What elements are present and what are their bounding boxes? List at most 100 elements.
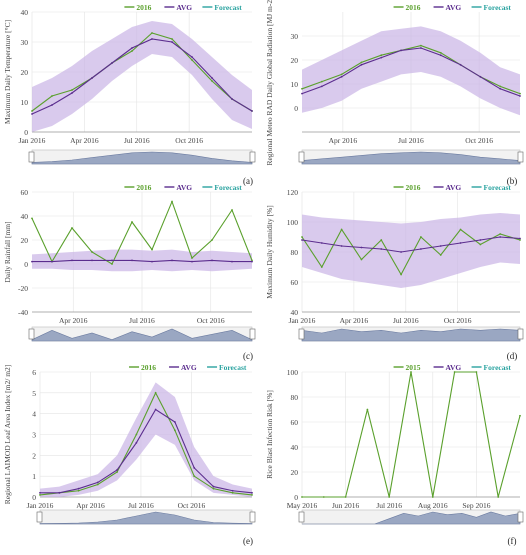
series-point — [360, 246, 363, 249]
series-point — [519, 414, 521, 417]
chart-svg: 40 60 80 100 120 Jan 2016 Apr 2016 Jul 2016 Oct … — [265, 183, 524, 361]
legend-label: AVG — [176, 183, 192, 192]
y-tick-label: 100 — [287, 218, 299, 227]
panel-label: (f) — [508, 536, 517, 546]
legend-label: Forecast — [484, 363, 512, 372]
series-point — [31, 110, 33, 112]
navigator-series — [301, 328, 521, 342]
series-point — [211, 239, 213, 241]
series-point — [231, 98, 233, 100]
navigator-handle-right[interactable] — [517, 151, 524, 163]
legend-label: Forecast — [214, 3, 242, 12]
series-point — [135, 433, 138, 436]
range-band — [32, 249, 252, 272]
series-point — [191, 257, 193, 259]
series-point — [499, 87, 502, 90]
chart-svg: 0 10 20 30 40 Jan 2016 Apr 2016 Jul 2016 Oct 201… — [3, 3, 256, 186]
x-tick-label: Oct 2016 — [197, 316, 225, 325]
y-tick-label: 2 — [32, 451, 36, 460]
series-point — [151, 32, 153, 34]
series-point — [231, 209, 233, 211]
navigator-handle-left[interactable] — [298, 328, 305, 340]
series-point — [191, 59, 193, 61]
x-tick-label: Jun 2016 — [332, 501, 360, 510]
x-tick-label: Jan 2016 — [289, 316, 316, 325]
series-line-0 — [302, 371, 521, 498]
navigator-handle-right[interactable] — [249, 151, 256, 163]
series-point — [31, 217, 33, 220]
navigator-handle-right[interactable] — [249, 328, 256, 340]
legend-label: AVG — [446, 183, 462, 192]
legend-label: 2016 — [136, 3, 151, 12]
y-tick-label: 4 — [32, 410, 36, 419]
legend-label: AVG — [446, 3, 462, 12]
series-point — [320, 242, 323, 244]
x-tick-label: Jul 2016 — [124, 136, 150, 145]
y-tick-label: 5 — [32, 389, 36, 398]
navigator-handle-right[interactable] — [517, 511, 524, 523]
series-point — [519, 92, 521, 95]
panel-label: (e) — [243, 536, 253, 546]
series-point — [211, 77, 213, 79]
x-tick-label: Jul 2016 — [128, 501, 154, 510]
navigator-handle-left[interactable] — [298, 151, 305, 163]
chart-svg: 0 1 2 3 4 5 6 Jan 2016 Apr 2016 Jul 2016 Oct 2016 2… — [3, 363, 256, 546]
navigator-handle-right[interactable] — [249, 511, 256, 523]
navigator-handle-left[interactable] — [298, 511, 305, 523]
series-point — [420, 47, 422, 49]
series-point — [171, 38, 173, 40]
series-point — [51, 260, 53, 263]
y-tick-label: 1 — [32, 472, 36, 481]
x-tick-label: Apr 2016 — [76, 501, 105, 510]
y-tick-label: 100 — [287, 368, 299, 377]
navigator-handle-left[interactable] — [28, 328, 35, 340]
navigator-series — [31, 328, 253, 342]
series-point — [51, 104, 53, 106]
y-tick-label: 40 — [21, 8, 29, 17]
chart-panel-2: -40 -20 0 20 40 60 Apr 2016 Jul 2016 Oct 2016 201… — [0, 182, 262, 365]
series-point — [31, 113, 33, 115]
series-point — [151, 38, 153, 40]
navigator-handle-left[interactable] — [36, 511, 43, 523]
series-point — [439, 245, 442, 247]
series-point — [171, 259, 173, 262]
x-tick-label: Oct 2016 — [465, 136, 493, 145]
series-point — [380, 54, 383, 57]
series-point — [380, 248, 383, 250]
series-point — [231, 491, 234, 494]
series-line-1 — [301, 47, 521, 97]
series-point — [91, 259, 93, 262]
y-tick-label: 20 — [291, 468, 299, 477]
y-tick-label: 0 — [294, 493, 298, 502]
series-point — [251, 494, 253, 496]
series-point — [340, 228, 343, 231]
series-point — [154, 408, 157, 411]
x-tick-label: Oct 2016 — [178, 501, 206, 510]
series-point — [77, 487, 80, 490]
navigator-handle-left[interactable] — [28, 151, 35, 163]
series-point — [191, 260, 193, 263]
series-line-1 — [32, 259, 252, 263]
x-tick-label: Jul 2016 — [129, 316, 155, 325]
navigator-series — [39, 511, 253, 525]
range-band — [302, 26, 520, 116]
series-point — [151, 260, 153, 263]
navigator-handle-right[interactable] — [517, 328, 524, 340]
series-line-1 — [301, 236, 521, 253]
y-tick-label: 6 — [32, 368, 36, 377]
y-tick-label: 30 — [291, 32, 299, 41]
y-axis-label: Maximum Daily Temperature [°C] — [3, 20, 12, 124]
y-tick-label: 40 — [291, 443, 299, 452]
chart-panel-1: 0 10 20 30 Apr 2016 Jul 2016 Oct 2016 2016 AVG Fo… — [262, 0, 526, 190]
y-tick-label: -20 — [18, 284, 28, 293]
legend-label: AVG — [176, 3, 192, 12]
y-tick-label: 20 — [21, 236, 29, 245]
series-point — [91, 77, 93, 79]
range-band — [32, 21, 252, 132]
legend-label: Forecast — [214, 183, 242, 192]
chart-svg: 0 10 20 30 Apr 2016 Jul 2016 Oct 2016 2016 AVG Fo… — [265, 0, 524, 186]
series-point — [301, 92, 303, 95]
x-tick-label: Sep 2016 — [462, 501, 490, 510]
series-point — [459, 242, 462, 244]
